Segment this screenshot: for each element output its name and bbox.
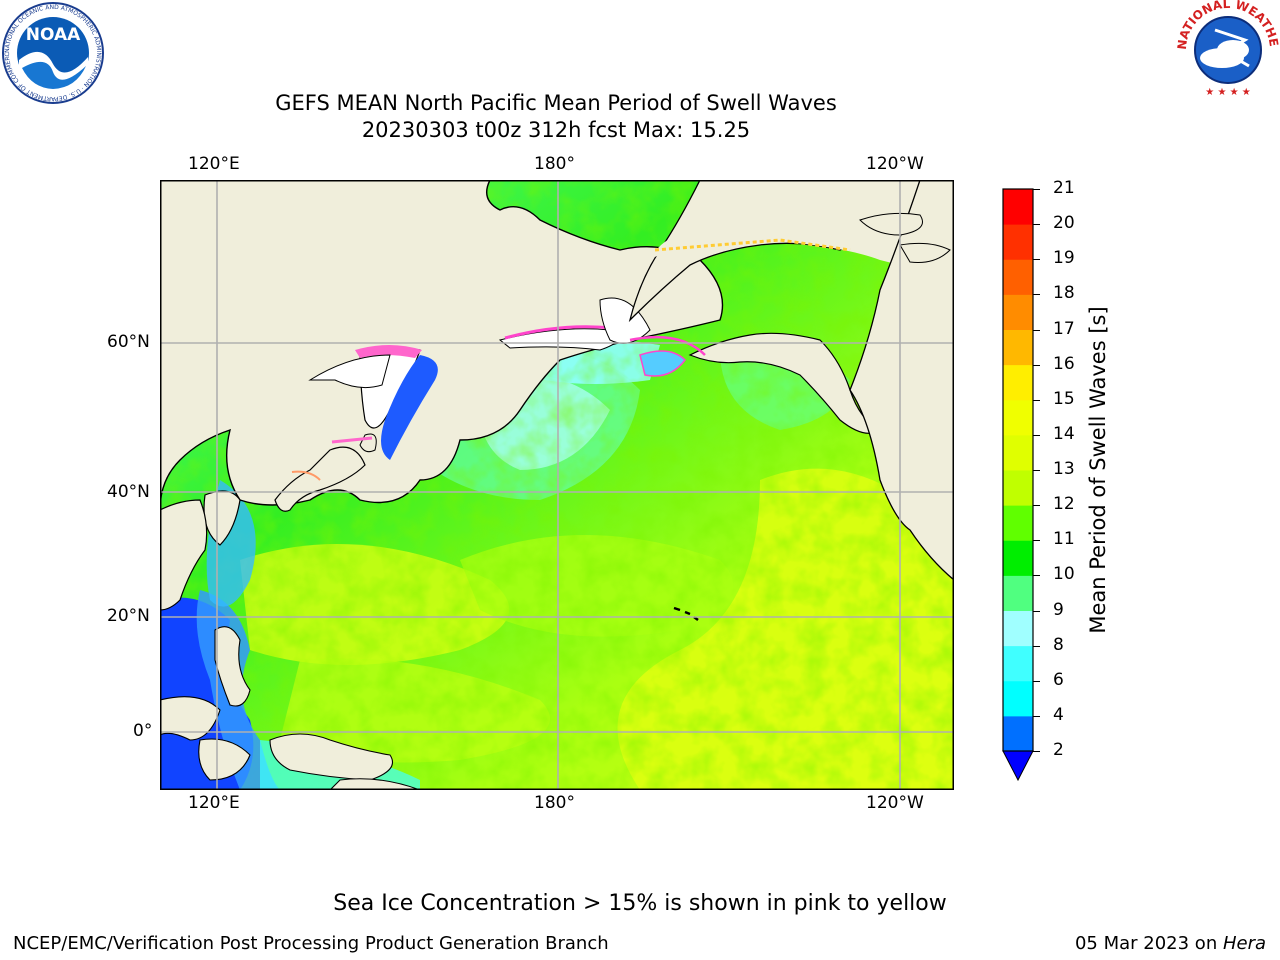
- sea-ice-note: Sea Ice Concentration > 15% is shown in …: [333, 891, 947, 916]
- colorbar-tick-mark: [1033, 364, 1040, 366]
- colorbar-title: Mean Period of Swell Waves [s]: [1086, 306, 1110, 634]
- bottom-lon-tick: 180°: [534, 793, 575, 813]
- colorbar-tick-label: 20: [1053, 213, 1075, 234]
- colorbar-segment: [1003, 364, 1033, 401]
- colorbar-tick-label: 21: [1053, 178, 1075, 198]
- colorbar-tick-mark: [1033, 610, 1040, 612]
- colorbar-segment: [1003, 680, 1033, 717]
- colorbar-tick-label: 17: [1053, 318, 1075, 339]
- colorbar-tick-mark: [1033, 294, 1040, 296]
- colorbar-tick-mark: [1033, 715, 1040, 717]
- chart-subtitle: 20230303 t00z 312h fcst Max: 15.25: [361, 118, 751, 142]
- top-lon-tick: 180°: [534, 154, 575, 174]
- colorbar-segment: [1003, 259, 1033, 295]
- colorbar-tick-label: 12: [1053, 494, 1075, 515]
- colorbar-tick-mark: [1033, 751, 1040, 752]
- colorbar-segment: [1003, 540, 1033, 576]
- footer-host: Hera: [1222, 933, 1266, 954]
- colorbar-tick-mark: [1033, 505, 1040, 507]
- lat-tick: 40°N: [107, 482, 150, 502]
- noaa-logo-text: NOAA: [26, 25, 81, 45]
- nws-logo: NATIONAL WEATHER SERVICE ★ ★ ★ ★: [1177, 0, 1279, 99]
- bottom-lon-tick: 120°E: [188, 793, 240, 813]
- colorbar-segment: [1003, 645, 1033, 682]
- swell-period-map: [160, 180, 954, 790]
- colorbar-tick-label: 14: [1053, 423, 1075, 444]
- svg-text:★ ★ ★ ★: ★ ★ ★ ★: [1205, 87, 1250, 98]
- colorbar-segment: [1003, 189, 1033, 225]
- colorbar-tick-mark: [1033, 329, 1040, 331]
- map-gridlines: [160, 180, 954, 790]
- colorbar-tick-label: 6: [1053, 669, 1064, 690]
- colorbar-tick-label: 13: [1053, 459, 1075, 479]
- colorbar-tick-label: 11: [1053, 529, 1075, 550]
- colorbar-tick-mark: [1033, 540, 1040, 542]
- colorbar-segment: [1003, 294, 1033, 330]
- chart-title: GEFS MEAN North Pacific Mean Period of S…: [275, 91, 837, 115]
- footer-date: 05 Mar 2023 on Hera: [1075, 933, 1266, 954]
- colorbar-tick-label: 19: [1053, 248, 1075, 269]
- colorbar-segment: [1003, 505, 1033, 541]
- colorbar: [1002, 188, 1034, 782]
- lat-tick: 0°: [133, 721, 153, 741]
- colorbar-tick-mark: [1033, 470, 1040, 471]
- colorbar-segment: [1003, 575, 1033, 611]
- colorbar-tick-label: 8: [1053, 634, 1064, 655]
- colorbar-segment: [1003, 399, 1033, 436]
- lat-tick: 20°N: [107, 606, 150, 626]
- colorbar-tick-mark: [1033, 399, 1040, 401]
- colorbar-tick-mark: [1033, 434, 1040, 436]
- bottom-lon-tick: 120°W: [866, 793, 924, 813]
- top-lon-tick: 120°E: [188, 154, 240, 174]
- colorbar-tick-mark: [1033, 189, 1040, 190]
- colorbar-segment: [1003, 434, 1033, 471]
- colorbar-segment: [1003, 610, 1033, 647]
- colorbar-tick-label: 4: [1053, 704, 1064, 725]
- noaa-logo: NATIONAL OCEANIC AND ATMOSPHERIC ADMINIS…: [2, 2, 104, 104]
- colorbar-segment: [1003, 715, 1033, 752]
- top-lon-tick: 120°W: [866, 154, 924, 174]
- footer-credit: NCEP/EMC/Verification Post Processing Pr…: [13, 933, 609, 954]
- footer-date-text: 05 Mar 2023 on: [1074, 933, 1223, 954]
- colorbar-tick-mark: [1033, 680, 1040, 682]
- colorbar-tick-label: 2: [1053, 740, 1064, 760]
- colorbar-tick-mark: [1033, 575, 1040, 577]
- lat-tick: 60°N: [107, 332, 150, 352]
- colorbar-tick-mark: [1033, 259, 1040, 261]
- colorbar-tick-label: 18: [1053, 283, 1075, 304]
- colorbar-segment: [1003, 224, 1033, 260]
- colorbar-segment: [1003, 329, 1033, 366]
- colorbar-tick-mark: [1033, 645, 1040, 647]
- colorbar-tick-label: 9: [1053, 599, 1064, 620]
- colorbar-tick-mark: [1033, 224, 1040, 226]
- colorbar-tick-label: 10: [1053, 564, 1075, 585]
- colorbar-segment: [1003, 470, 1033, 506]
- colorbar-tick-label: 15: [1053, 388, 1075, 409]
- colorbar-tick-label: 16: [1053, 353, 1075, 374]
